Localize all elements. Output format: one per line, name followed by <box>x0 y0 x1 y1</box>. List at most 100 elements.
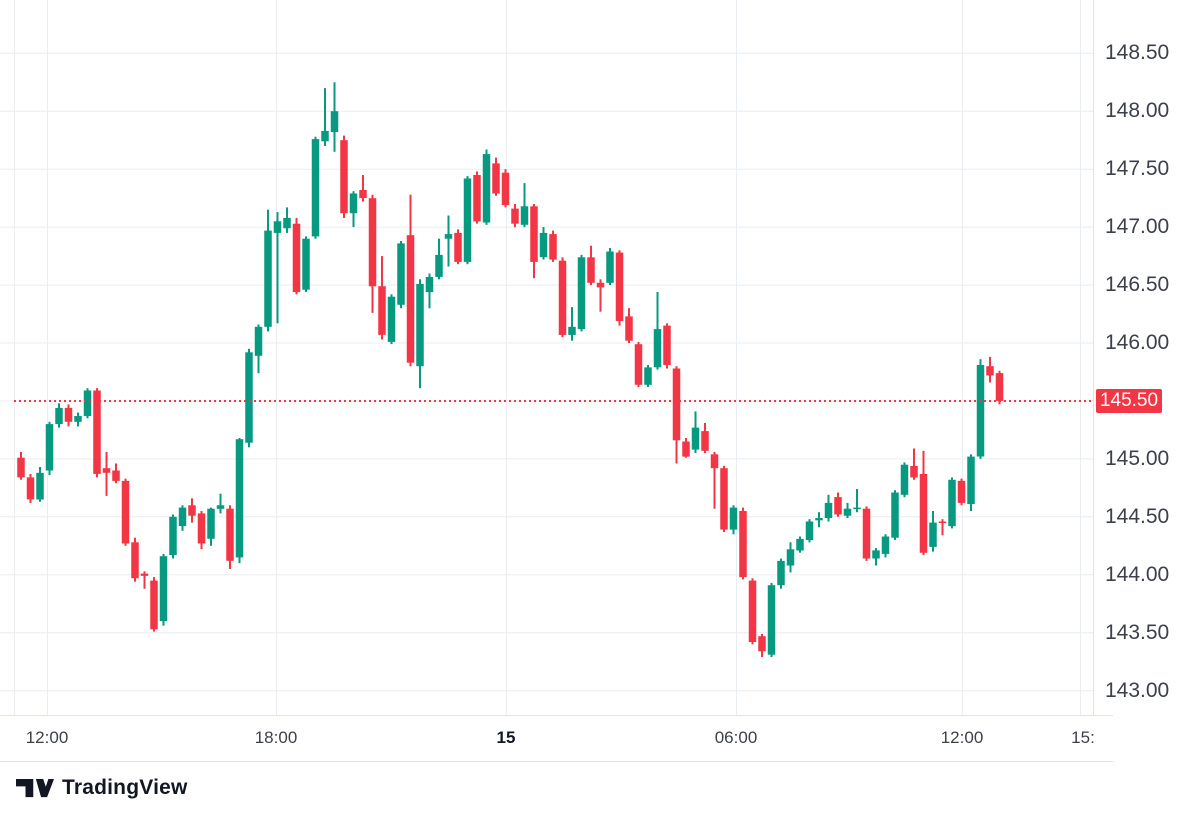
candle-body <box>691 427 700 450</box>
candle-body <box>672 368 681 441</box>
candle-body <box>36 472 44 500</box>
candle-body <box>226 508 234 561</box>
candle-body <box>283 217 291 229</box>
candle-body <box>406 235 415 363</box>
candle-body <box>710 454 719 469</box>
price-axis-label: 146.00 <box>1105 331 1170 354</box>
candle-wick <box>447 215 450 267</box>
time-axis-label: 06:00 <box>714 728 758 747</box>
candle-body <box>539 232 548 258</box>
candle-body <box>245 352 253 443</box>
price-axis-label: 146.50 <box>1105 273 1170 296</box>
candle-wick <box>941 519 944 536</box>
candle-body <box>625 316 633 341</box>
candle-body <box>435 254 443 277</box>
candle-body <box>473 175 481 222</box>
candle-body <box>359 190 367 199</box>
candle-body <box>387 296 396 342</box>
chart-plot-area[interactable] <box>0 0 1093 715</box>
candle-body <box>919 474 928 553</box>
candle-body <box>131 542 139 579</box>
time-axis[interactable]: 12:00 18:00 15 06:00 12:00 15: <box>0 715 1113 762</box>
candle-body <box>64 407 73 422</box>
price-axis-label: 147.50 <box>1105 157 1170 180</box>
candle-body <box>644 367 652 385</box>
candle-body <box>273 221 282 233</box>
candle-body <box>948 479 956 527</box>
candle-body <box>454 232 462 262</box>
candle-body <box>444 234 453 239</box>
candle-body <box>967 456 975 505</box>
candle-body <box>748 580 757 642</box>
price-axis[interactable]: 145.50 148.50 148.00 147.50 147.00 146.50 146… <box>1093 0 1200 715</box>
candle-body <box>786 549 795 566</box>
candle-body <box>862 508 871 559</box>
candle-body <box>150 580 158 630</box>
candle-body <box>425 277 434 293</box>
candle-body <box>929 522 937 547</box>
price-axis-label: 145.00 <box>1105 447 1170 470</box>
candle-body <box>207 508 215 539</box>
logo-text: TradingView <box>62 776 188 799</box>
price-axis-label: 148.50 <box>1105 41 1170 64</box>
candle-body <box>891 492 899 538</box>
candle-body <box>701 431 709 451</box>
price-axis-label: 144.00 <box>1105 563 1170 586</box>
candle-wick <box>362 175 364 202</box>
candle-wick <box>523 183 526 228</box>
candle-body <box>729 507 738 530</box>
candle-body <box>178 507 187 527</box>
candle-body <box>416 283 424 367</box>
candle-body <box>93 390 101 474</box>
candle-wick <box>856 489 858 513</box>
candle-body <box>330 111 339 133</box>
candle-body <box>663 325 671 365</box>
candle-body <box>311 139 320 237</box>
candle-wick <box>571 307 573 341</box>
time-axis-label: 15 <box>496 728 516 747</box>
tradingview-logo[interactable]: TradingView <box>16 776 188 800</box>
candle-body <box>55 407 63 425</box>
candles-layer <box>17 82 1004 658</box>
candle-wick <box>105 451 108 496</box>
candle-body <box>216 505 225 509</box>
candle-body <box>900 464 909 495</box>
candle-body <box>45 424 54 471</box>
time-axis-label: 15: <box>1071 728 1095 747</box>
candle-body <box>349 193 358 214</box>
candle-body <box>235 439 244 558</box>
candle-body <box>615 252 624 321</box>
price-axis-label: 143.00 <box>1105 679 1170 702</box>
candle-body <box>17 457 25 478</box>
candle-body <box>957 480 966 503</box>
grid-layer <box>0 0 1093 715</box>
candle-body <box>102 468 111 473</box>
candle-body <box>767 585 776 655</box>
candle-body <box>872 550 880 559</box>
price-axis-label: 144.50 <box>1105 505 1170 528</box>
candle-body <box>321 130 329 142</box>
candle-body <box>606 251 614 283</box>
candle-body <box>577 257 586 330</box>
candle-body <box>197 513 206 544</box>
last-price-label: 145.50 <box>1096 389 1162 413</box>
candle-wick <box>913 448 915 480</box>
candle-wick <box>143 571 146 589</box>
candle-body <box>587 257 595 283</box>
candle-body <box>549 234 557 260</box>
price-axis-label: 143.50 <box>1105 621 1170 644</box>
candle-body <box>492 163 500 194</box>
candle-body <box>777 560 785 586</box>
candle-wick <box>324 88 326 146</box>
candle-body <box>520 206 529 225</box>
candle-wick <box>713 451 716 509</box>
candle-body <box>824 502 833 518</box>
candle-body <box>112 470 120 481</box>
price-axis-label: 147.00 <box>1105 215 1170 238</box>
candle-body <box>292 223 301 293</box>
candlestick-chart[interactable] <box>0 0 1093 715</box>
candle-body <box>121 480 130 544</box>
candle-body <box>805 521 814 540</box>
candle-body <box>254 326 263 356</box>
